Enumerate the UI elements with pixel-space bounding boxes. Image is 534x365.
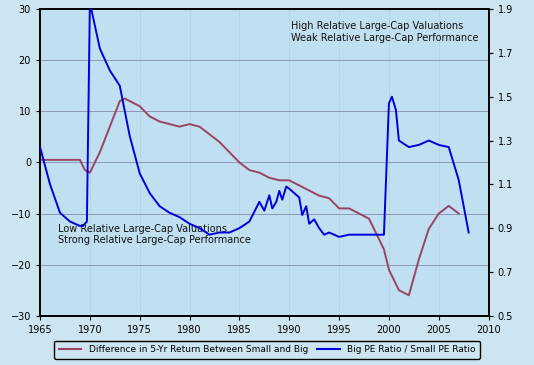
Text: Low Relative Large-Cap Valuations
Strong Relative Large-Cap Performance: Low Relative Large-Cap Valuations Strong… bbox=[58, 224, 251, 245]
Legend: Difference in 5-Yr Return Between Small and Big, Big PE Ratio / Small PE Ratio: Difference in 5-Yr Return Between Small … bbox=[54, 341, 480, 359]
Text: High Relative Large-Cap Valuations
Weak Relative Large-Cap Performance: High Relative Large-Cap Valuations Weak … bbox=[291, 22, 479, 43]
